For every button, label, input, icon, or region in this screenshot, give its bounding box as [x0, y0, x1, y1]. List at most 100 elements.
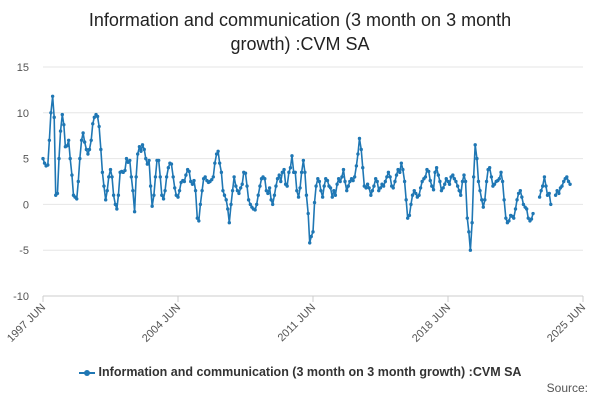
data-point: [272, 193, 277, 197]
data-point: [365, 182, 370, 186]
data-point: [537, 195, 542, 199]
data-point: [316, 177, 320, 181]
data-point: [345, 188, 349, 193]
data-point: [210, 177, 214, 182]
data-point: [226, 207, 230, 211]
data-point: [132, 210, 137, 214]
data-point: [57, 156, 61, 161]
data-point: [217, 161, 222, 165]
data-point: [500, 179, 505, 184]
data-point: [518, 188, 523, 193]
data-point: [361, 166, 365, 170]
y-tick-label: 0: [23, 199, 29, 211]
data-point: [152, 193, 156, 197]
data-point: [60, 112, 64, 117]
data-point: [253, 208, 257, 212]
data-point: [343, 179, 347, 184]
data-point: [529, 217, 534, 221]
data-point: [214, 152, 219, 156]
data-point: [341, 167, 346, 172]
data-point: [142, 147, 146, 152]
data-point: [385, 175, 389, 179]
data-point: [148, 184, 153, 188]
data-point: [222, 193, 227, 197]
data-point: [263, 177, 267, 181]
data-point: [492, 182, 497, 186]
data-point: [547, 191, 551, 196]
data-point: [75, 197, 79, 201]
data-point: [513, 207, 518, 211]
data-point: [134, 175, 138, 179]
x-tick-label: 1997 JUN: [5, 302, 48, 345]
data-point: [102, 184, 106, 188]
data-point: [42, 161, 47, 165]
data-point: [404, 198, 408, 202]
x-tick-label: 2004 JUN: [140, 302, 183, 345]
data-point: [333, 193, 338, 197]
data-point: [198, 202, 203, 207]
data-point: [314, 184, 318, 188]
y-tick-label: 5: [23, 154, 29, 166]
data-point: [105, 188, 109, 193]
data-point: [391, 186, 395, 190]
data-point: [372, 184, 376, 188]
data-point: [144, 156, 148, 161]
data-point: [357, 136, 362, 141]
data-point: [383, 179, 388, 184]
data-point: [544, 184, 548, 188]
data-point: [405, 216, 410, 220]
data-point: [232, 175, 236, 179]
data-point: [348, 179, 352, 184]
legend-swatch-icon: [78, 368, 95, 378]
data-point: [70, 173, 74, 177]
data-point: [443, 182, 447, 186]
data-point: [351, 178, 355, 183]
data-point: [470, 221, 474, 225]
data-point: [110, 175, 114, 179]
data-point: [65, 144, 69, 148]
data-point: [475, 156, 479, 161]
data-point: [68, 156, 72, 161]
data-point: [434, 166, 439, 170]
data-point: [145, 162, 150, 166]
data-point: [359, 147, 363, 152]
data-point: [540, 184, 545, 188]
data-point: [298, 186, 302, 190]
data-point: [436, 173, 441, 177]
data-point: [147, 158, 151, 163]
data-point: [177, 188, 182, 193]
data-point: [484, 179, 489, 184]
data-point: [459, 193, 463, 197]
data-point: [433, 170, 437, 175]
data-point: [103, 198, 108, 202]
data-point: [412, 188, 416, 193]
data-point: [189, 179, 193, 184]
data-point: [335, 182, 339, 186]
data-point: [160, 193, 164, 197]
data-point: [290, 154, 294, 158]
data-point: [275, 177, 280, 181]
data-point: [66, 138, 71, 142]
data-point: [457, 188, 461, 193]
data-point: [402, 179, 407, 184]
data-point: [396, 167, 400, 172]
data-point: [441, 186, 445, 190]
data-point: [279, 179, 283, 184]
data-point: [140, 143, 145, 147]
data-point: [190, 182, 195, 186]
data-point: [455, 184, 460, 188]
data-point: [352, 175, 357, 179]
data-point: [531, 211, 535, 216]
data-point: [84, 147, 89, 152]
data-point: [346, 184, 350, 188]
data-point: [171, 175, 175, 179]
data-point: [306, 211, 310, 216]
data-point: [248, 202, 253, 207]
data-point: [476, 179, 481, 184]
data-point: [520, 195, 524, 199]
data-point: [182, 179, 187, 184]
data-point: [295, 188, 299, 193]
data-point: [58, 129, 63, 133]
data-point: [452, 177, 457, 181]
data-point: [245, 184, 249, 188]
